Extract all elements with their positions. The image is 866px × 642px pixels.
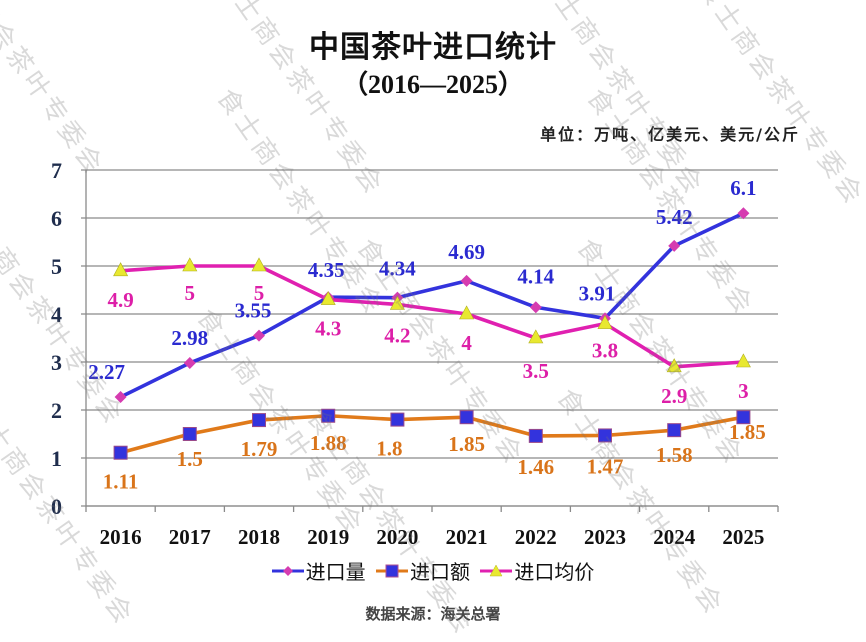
data-label: 1.58 <box>656 443 693 467</box>
data-point-triangle <box>528 329 544 344</box>
legend-triangle-icon <box>480 563 513 576</box>
data-point-diamond <box>529 301 542 314</box>
data-label: 3.5 <box>523 359 549 383</box>
data-label: 1.85 <box>448 432 485 456</box>
data-label: 4.14 <box>517 264 554 288</box>
data-point-triangle <box>597 314 613 329</box>
data-point-triangle <box>735 353 751 368</box>
data-label: 4.9 <box>107 288 133 312</box>
data-label: 2.9 <box>661 384 687 408</box>
unit-label: 单位：万吨、亿美元、美元/公斤 <box>540 125 800 144</box>
x-tick-label: 2024 <box>653 525 696 549</box>
data-label: 4.34 <box>379 257 416 281</box>
data-point-triangle <box>459 305 475 320</box>
x-tick-label: 2025 <box>722 525 764 549</box>
series-line-1 <box>120 413 744 455</box>
data-point-square <box>459 410 474 425</box>
data-point-triangle <box>320 290 336 305</box>
data-label: 1.11 <box>103 470 139 494</box>
data-label: 3 <box>738 379 749 403</box>
data-point-diamond <box>460 274 473 287</box>
y-tick-label: 6 <box>51 206 62 231</box>
data-label: 5 <box>185 281 196 305</box>
data-label: 1.47 <box>587 454 624 478</box>
y-tick-label: 0 <box>51 494 62 519</box>
data-point-diamond <box>183 356 196 369</box>
data-label: 1.79 <box>241 437 278 461</box>
x-tick-label: 2020 <box>376 525 418 549</box>
x-tick-label: 2017 <box>169 525 211 549</box>
y-tick-label: 7 <box>51 158 62 183</box>
data-point-triangle <box>113 262 129 277</box>
data-label: 2.98 <box>171 326 208 350</box>
data-label: 1.88 <box>310 431 347 455</box>
legend-item-price: 进口均价 <box>480 556 594 585</box>
data-label: 1.46 <box>517 455 554 479</box>
data-label: 2.27 <box>88 360 125 384</box>
chart-subtitle: （2016—2025） <box>341 70 524 99</box>
data-source: 数据来源：海关总署 <box>365 605 501 623</box>
data-label: 1.8 <box>376 437 402 461</box>
data-label: 5.42 <box>656 205 693 229</box>
series-line-0 <box>119 211 745 399</box>
y-tick-label: 2 <box>51 398 62 423</box>
legend-item-volume: 进口量 <box>271 556 366 585</box>
data-label: 3.8 <box>592 339 618 363</box>
data-point-diamond <box>668 239 681 252</box>
x-tick-label: 2023 <box>584 525 626 549</box>
data-point-square <box>182 427 197 441</box>
data-label: 4.35 <box>308 258 345 282</box>
data-point-square <box>252 413 266 428</box>
legend-square-icon <box>376 564 408 577</box>
legend: 进口量 进口额 进口均价 <box>0 556 866 585</box>
chart-title: 中国茶叶进口统计 <box>309 30 557 65</box>
data-label: 4 <box>461 331 472 355</box>
x-tick-label: 2018 <box>238 525 280 549</box>
data-point-square <box>390 412 405 427</box>
data-point-diamond <box>114 391 127 404</box>
data-point-square <box>736 410 751 425</box>
y-tick-label: 4 <box>51 302 62 327</box>
series-line-2 <box>120 264 744 369</box>
y-tick-label: 3 <box>51 350 62 375</box>
x-tick-label: 2021 <box>446 525 488 549</box>
data-point-triangle <box>389 295 405 310</box>
x-tick-label: 2022 <box>515 525 557 549</box>
legend-label: 进口均价 <box>514 560 595 584</box>
data-point-triangle <box>182 257 198 272</box>
data-label: 3.91 <box>579 281 616 305</box>
y-tick-label: 5 <box>51 254 62 279</box>
legend-diamond-icon <box>271 565 304 576</box>
data-label: 1.85 <box>729 420 766 444</box>
data-point-triangle <box>251 257 267 272</box>
data-label: 6.1 <box>730 176 756 200</box>
x-tick-label: 2016 <box>100 525 142 549</box>
x-tick-label: 2019 <box>307 525 349 549</box>
data-point-square <box>113 445 128 460</box>
data-point-diamond <box>253 329 265 342</box>
data-point-square <box>528 428 543 443</box>
legend-label: 进口额 <box>410 560 470 584</box>
data-point-square <box>667 423 682 438</box>
data-label: 4.2 <box>384 323 410 347</box>
data-point-square <box>598 428 612 443</box>
data-label: 5 <box>254 281 265 305</box>
data-point-diamond <box>737 207 750 220</box>
data-label: 3.55 <box>235 299 272 323</box>
y-tick-label: 1 <box>51 446 62 471</box>
data-point-square <box>321 408 336 423</box>
data-label: 4.69 <box>448 240 485 264</box>
legend-label: 进口量 <box>305 560 366 584</box>
data-label: 4.3 <box>315 317 341 341</box>
data-label: 1.5 <box>177 447 203 471</box>
data-point-triangle <box>666 358 682 373</box>
legend-item-value: 进口额 <box>376 556 470 585</box>
